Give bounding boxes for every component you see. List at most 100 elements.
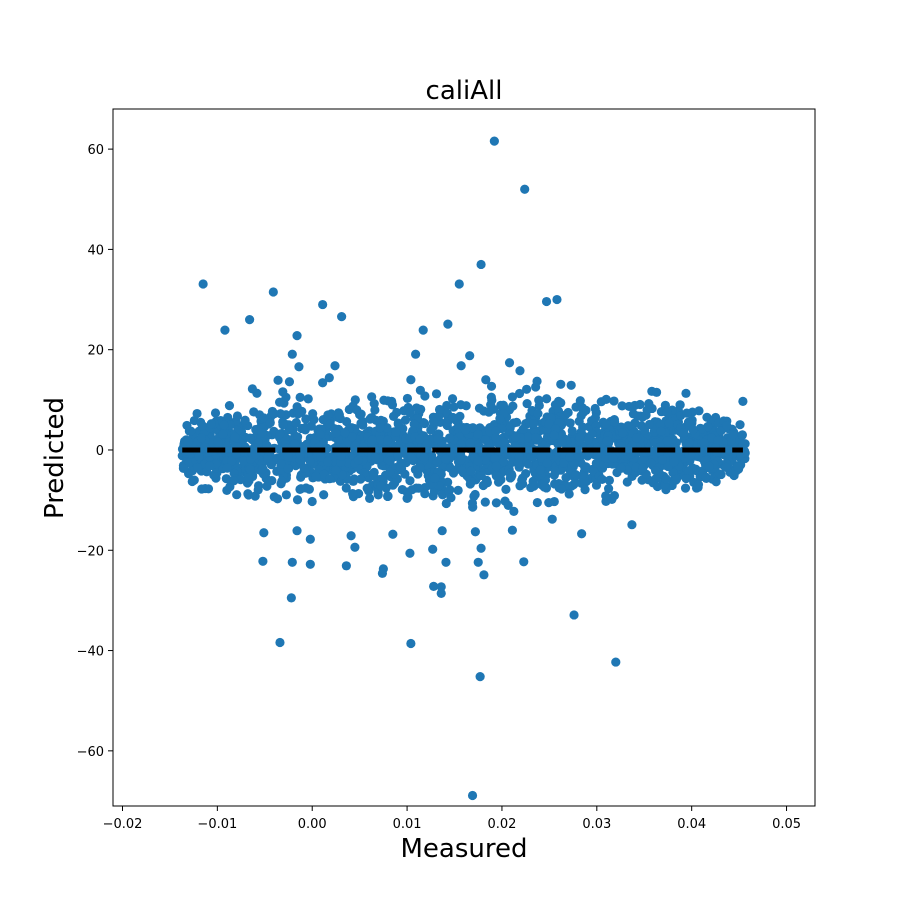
data-point [688, 425, 698, 435]
data-point [597, 474, 607, 484]
data-point [376, 435, 386, 445]
data-point [532, 497, 542, 508]
data-point [556, 398, 566, 408]
data-point [457, 465, 467, 476]
data-point [232, 411, 243, 421]
data-point [460, 425, 471, 435]
data-point [400, 469, 410, 479]
data-point [491, 498, 501, 508]
data-point [301, 422, 311, 432]
data-point [569, 610, 579, 620]
data-point [608, 453, 618, 463]
data-point [348, 489, 358, 499]
data-point [411, 349, 421, 359]
data-point [523, 432, 533, 442]
data-point [490, 454, 500, 464]
data-point [383, 491, 393, 502]
data-point [283, 464, 293, 474]
data-point [609, 417, 620, 427]
data-point [507, 392, 518, 402]
data-point [515, 366, 525, 376]
data-point [627, 520, 637, 530]
data-point [323, 410, 333, 420]
data-point [284, 424, 294, 435]
data-point [738, 396, 748, 406]
data-point [535, 465, 545, 475]
data-point [415, 463, 425, 473]
x-axis-ticks: −0.02 −0.01 0.00 0.01 0.02 0.03 0.04 0.05 [103, 806, 801, 832]
data-point [272, 494, 283, 504]
data-point [307, 496, 317, 507]
data-point [529, 418, 539, 429]
data-point [420, 418, 430, 429]
data-point [617, 401, 627, 411]
data-point [406, 638, 416, 649]
data-point [564, 489, 574, 499]
data-point [331, 428, 341, 438]
data-point [532, 376, 542, 386]
data-point [213, 437, 223, 447]
data-point [319, 490, 329, 500]
data-point [356, 409, 366, 419]
data-point [356, 418, 366, 428]
data-point [467, 790, 478, 801]
data-point [638, 463, 648, 473]
data-point [602, 436, 612, 446]
data-point [294, 408, 305, 418]
data-point [601, 491, 611, 501]
data-point [292, 495, 303, 505]
data-point [367, 435, 377, 445]
data-point [656, 426, 666, 436]
data-point [679, 428, 689, 438]
data-point [415, 385, 425, 395]
data-point [353, 455, 364, 465]
data-point [343, 457, 353, 468]
data-point [486, 400, 496, 410]
data-point [735, 420, 745, 430]
x-axis-label: Measured [400, 834, 527, 864]
data-point [480, 455, 490, 465]
data-point [470, 527, 480, 537]
data-point [503, 500, 513, 511]
data-point [443, 477, 453, 487]
data-point [304, 484, 314, 494]
data-point [567, 426, 577, 436]
data-point [369, 471, 379, 481]
data-point [198, 279, 208, 289]
data-point [263, 453, 273, 463]
data-point [385, 467, 395, 477]
data-point [318, 299, 328, 310]
data-point [624, 401, 634, 412]
data-point [290, 439, 300, 449]
data-point [652, 481, 663, 492]
data-point [222, 463, 232, 473]
data-point [561, 473, 571, 483]
data-point [291, 417, 301, 428]
data-point [420, 489, 430, 499]
data-point [510, 432, 521, 442]
data-point [476, 259, 486, 270]
plot-frame [112, 108, 816, 807]
data-point [178, 463, 189, 473]
data-point [391, 427, 401, 437]
x-tick-label: 0.00 [298, 817, 327, 832]
data-point [197, 420, 207, 431]
data-point [406, 375, 416, 385]
data-point [544, 419, 554, 429]
data-point [454, 279, 464, 289]
data-point [646, 458, 656, 468]
data-point [245, 464, 255, 475]
data-point [549, 430, 559, 440]
data-point [247, 384, 257, 394]
data-point [495, 413, 505, 424]
data-point [577, 403, 587, 413]
data-point [611, 657, 621, 667]
data-point [305, 559, 315, 569]
data-point [253, 485, 263, 495]
data-point [456, 400, 466, 410]
data-point [456, 361, 466, 371]
data-point [318, 378, 328, 388]
data-point [431, 389, 442, 399]
data-point [644, 399, 654, 409]
